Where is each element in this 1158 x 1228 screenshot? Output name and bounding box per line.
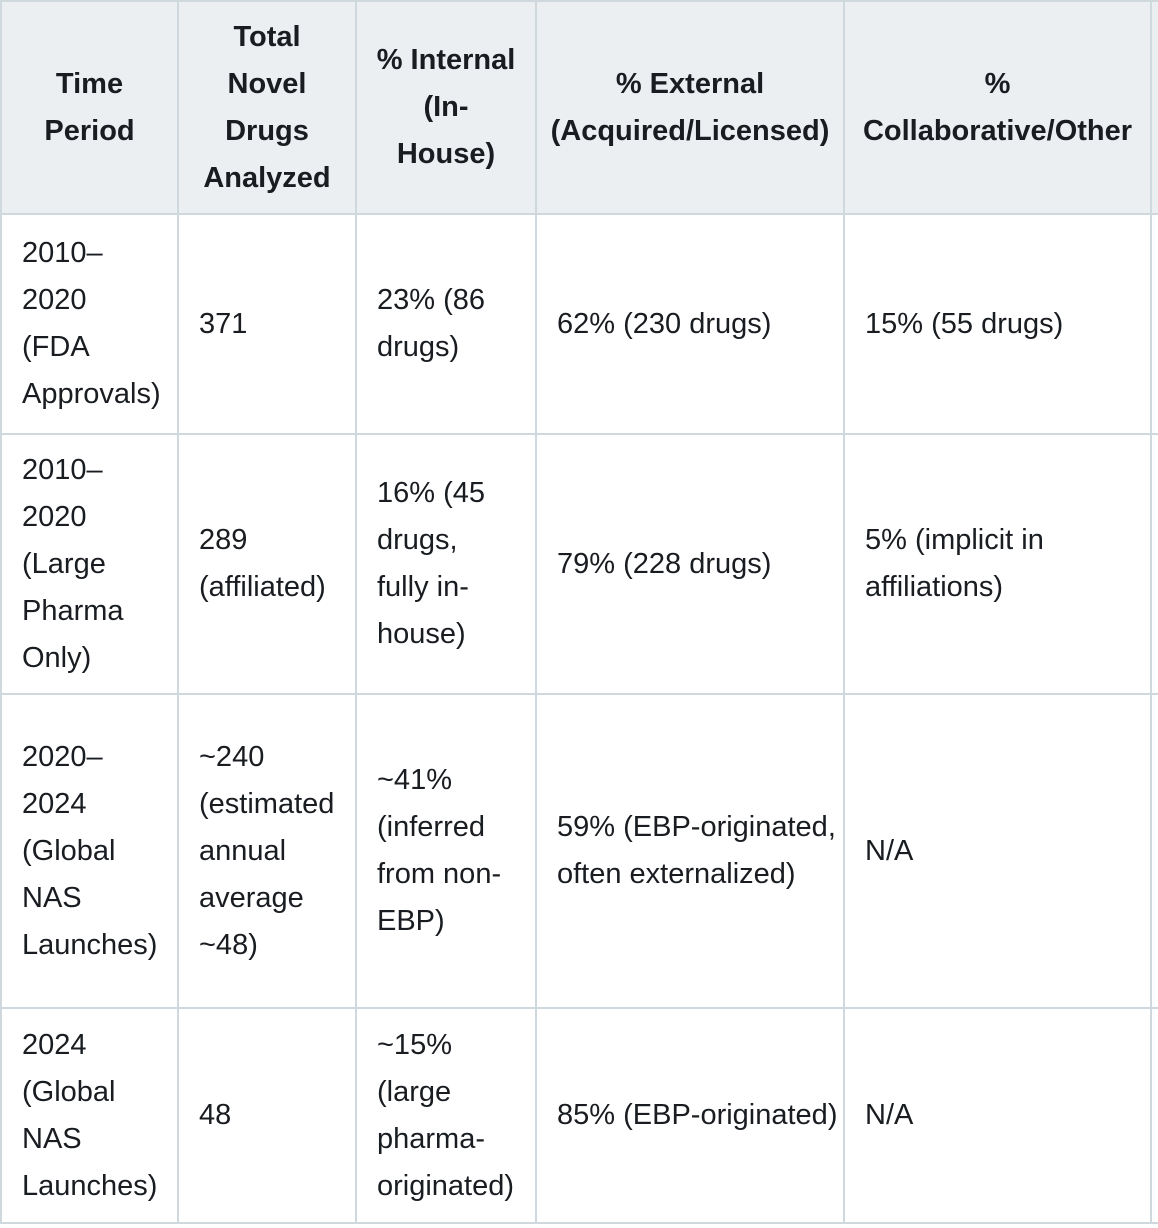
cell-percent-internal: 16% (45 drugs, fully in- house) <box>355 433 537 695</box>
cell-percent-internal: ~15% (large pharma- originated) <box>355 1007 537 1224</box>
cell-total-drugs: 48 <box>177 1007 357 1224</box>
cell-clipped <box>1150 433 1158 695</box>
cell-percent-collaborative: 15% (55 drugs) <box>843 213 1152 435</box>
cell-clipped <box>1150 1007 1158 1224</box>
cell-time-period: 2010– 2020 (Large Pharma Only) <box>0 433 179 695</box>
cell-total-drugs: 289 (affiliated) <box>177 433 357 695</box>
cell-percent-internal: 23% (86 drugs) <box>355 213 537 435</box>
cell-time-period: 2024 (Global NAS Launches) <box>0 1007 179 1224</box>
cell-percent-collaborative: 5% (implicit in affiliations) <box>843 433 1152 695</box>
cell-percent-collaborative: N/A <box>843 1007 1152 1224</box>
cell-percent-internal: ~41% (inferred from non- EBP) <box>355 693 537 1009</box>
column-header-clipped <box>1150 0 1158 215</box>
cell-percent-external: 62% (230 drugs) <box>535 213 845 435</box>
column-header-total-novel-drugs: Total Novel Drugs Analyzed <box>177 0 357 215</box>
cell-clipped <box>1150 213 1158 435</box>
column-header-percent-external: % External (Acquired/Licensed) <box>535 0 845 215</box>
cell-time-period: 2010– 2020 (FDA Approvals) <box>0 213 179 435</box>
table-row-large-pharma: 2010– 2020 (Large Pharma Only) 289 (affi… <box>0 433 1158 695</box>
cell-percent-external: 85% (EBP-originated) <box>535 1007 845 1224</box>
cell-clipped <box>1150 693 1158 1009</box>
table-row-global-nas-2024: 2024 (Global NAS Launches) 48 ~15% (larg… <box>0 1007 1158 1224</box>
cell-percent-external: 59% (EBP-originated, often externalized) <box>535 693 845 1009</box>
cell-total-drugs: 371 <box>177 213 357 435</box>
column-header-time-period: Time Period <box>0 0 179 215</box>
column-header-percent-internal: % Internal (In- House) <box>355 0 537 215</box>
column-header-percent-collaborative: % Collaborative/Other <box>843 0 1152 215</box>
cell-percent-external: 79% (228 drugs) <box>535 433 845 695</box>
cell-time-period: 2020– 2024 (Global NAS Launches) <box>0 693 179 1009</box>
table-row-global-nas-2020-2024: 2020– 2024 (Global NAS Launches) ~240 (e… <box>0 693 1158 1009</box>
cell-percent-collaborative: N/A <box>843 693 1152 1009</box>
header-row: Time Period Total Novel Drugs Analyzed %… <box>0 0 1158 215</box>
cell-total-drugs: ~240 (estimated annual average ~48) <box>177 693 357 1009</box>
table-row-fda-approvals: 2010– 2020 (FDA Approvals) 371 23% (86 d… <box>0 213 1158 435</box>
